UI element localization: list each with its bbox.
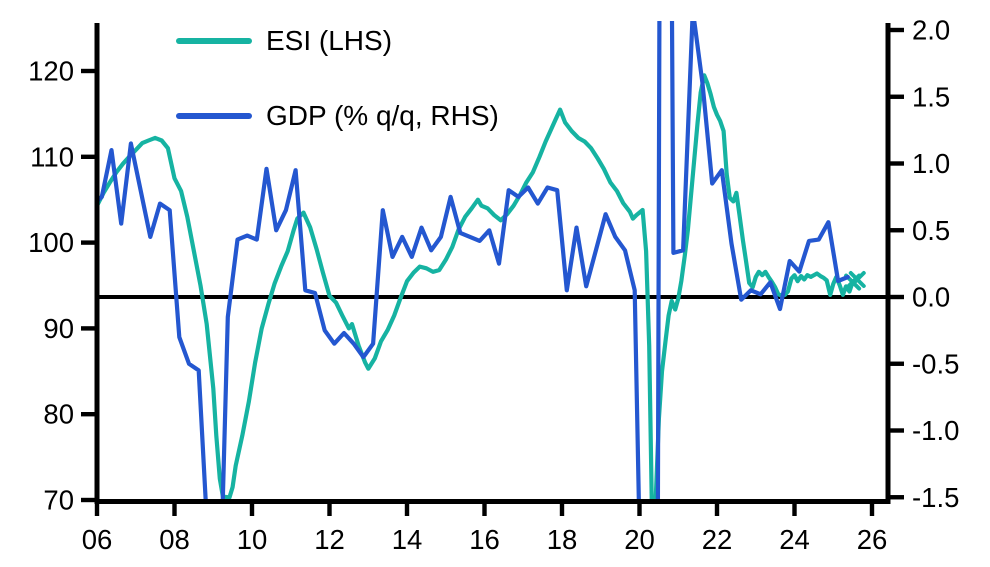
left-axis-tick-label: 70 [43, 485, 74, 516]
x-axis-tick-label: 12 [314, 524, 345, 555]
x-axis-tick-label: 26 [857, 524, 888, 555]
x-axis-tick-label: 14 [392, 524, 423, 555]
right-axis-tick-label: 1.5 [912, 81, 950, 112]
zero-line [95, 295, 890, 299]
right-axis-tick-label: 2.0 [912, 15, 950, 46]
legend: ESI (LHS) GDP (% q/q, RHS) [176, 25, 499, 176]
left-axis-tick-label: 90 [43, 313, 74, 344]
gdp-line-swatch [176, 113, 252, 119]
esi-forecast-x-marker [848, 270, 866, 288]
esi-line-swatch [176, 38, 252, 44]
legend-label-gdp: GDP (% q/q, RHS) [266, 100, 499, 131]
x-axis-tick-label: 18 [547, 524, 578, 555]
x-axis-tick-label: 08 [159, 524, 190, 555]
right-axis-line [885, 23, 891, 504]
tick-labels: 120 110 100 90 80 70 2.0 1.5 1.0 0.5 0.0 -0.5 -1.0 -1… [28, 15, 959, 556]
x-axis-tick-label: 06 [82, 524, 113, 555]
tick-marks [81, 27, 904, 516]
x-axis-line [94, 499, 891, 504]
right-axis-tick-label: 1.0 [912, 148, 950, 179]
legend-label-esi: ESI (LHS) [266, 25, 393, 56]
gdp-line [95, 21, 850, 500]
right-axis-tick-label: 0.5 [912, 215, 950, 246]
right-axis-tick-label: 0.0 [912, 282, 950, 313]
x-axis-tick-label: 16 [469, 524, 500, 555]
left-axis-tick-label: 120 [28, 56, 74, 87]
x-axis-tick-label: 22 [702, 524, 733, 555]
left-axis-tick-label: 100 [28, 227, 74, 258]
x-axis-tick-label: 20 [624, 524, 655, 555]
left-axis-tick-label: 80 [43, 399, 74, 430]
x-axis-tick-label: 10 [237, 524, 268, 555]
left-axis-line [94, 23, 100, 504]
right-axis-tick-label: -1.5 [912, 482, 959, 513]
right-axis-tick-label: -1.0 [912, 415, 959, 446]
right-axis-tick-label: -0.5 [912, 348, 959, 379]
legend-item-esi: ESI (LHS) [176, 25, 499, 56]
left-axis-tick-label: 110 [30, 141, 74, 172]
axes [94, 23, 891, 504]
plot-area [95, 21, 866, 500]
legend-item-gdp: GDP (% q/q, RHS) [176, 100, 499, 131]
x-axis-tick-label: 24 [779, 524, 810, 555]
